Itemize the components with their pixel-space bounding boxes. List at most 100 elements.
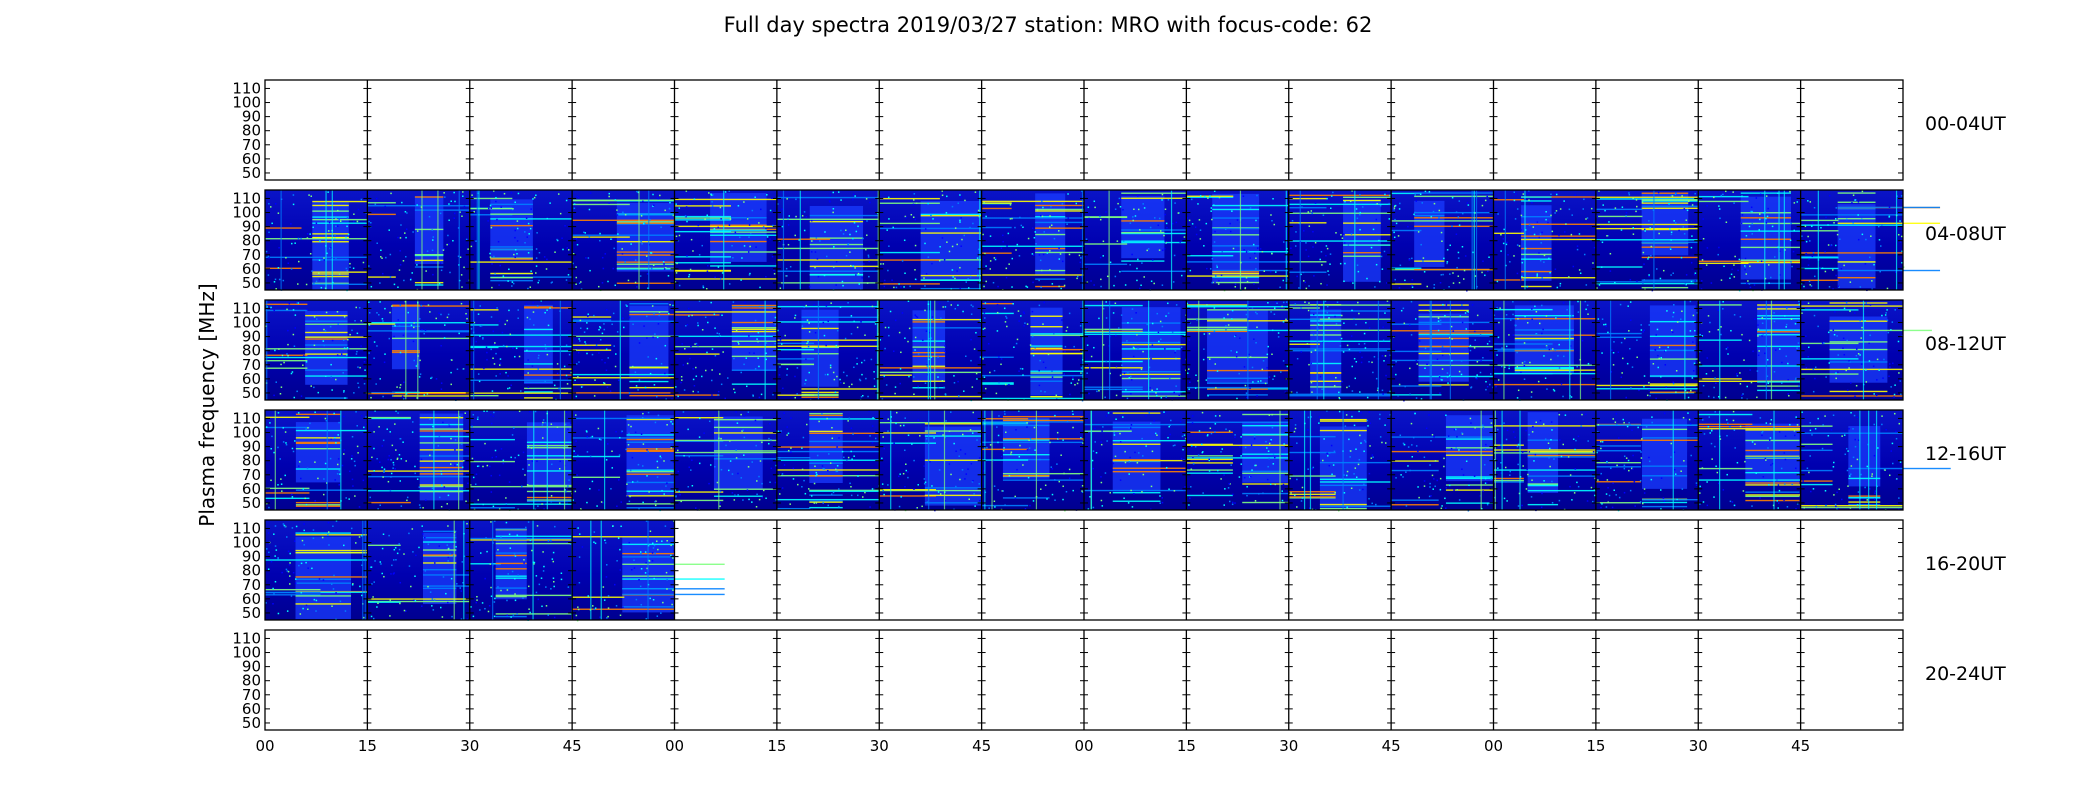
noise-pixel [1127, 372, 1129, 374]
noise-pixel [951, 269, 954, 271]
noise-pixel [1529, 361, 1531, 364]
noise-pixel [787, 224, 790, 226]
noise-pixel [1325, 245, 1328, 247]
noise-pixel [1835, 372, 1837, 375]
noise-pixel [632, 365, 634, 368]
noise-pixel [1305, 242, 1307, 244]
noise-pixel [578, 338, 580, 340]
noise-pixel [678, 284, 681, 287]
noise-pixel [1461, 212, 1464, 215]
frequency-line [920, 213, 1024, 216]
noise-pixel [389, 253, 392, 256]
noise-pixel [471, 425, 473, 428]
noise-pixel [527, 372, 529, 374]
noise-pixel [1082, 442, 1084, 444]
noise-pixel [773, 272, 776, 275]
frequency-line [295, 413, 341, 416]
noise-pixel [1901, 235, 1903, 238]
noise-pixel [925, 273, 928, 275]
noise-pixel [1803, 285, 1805, 288]
noise-pixel [942, 434, 944, 436]
noise-pixel [657, 414, 660, 417]
noise-pixel [726, 377, 729, 379]
noise-pixel [811, 240, 813, 242]
noise-pixel [505, 497, 507, 499]
noise-pixel [416, 230, 419, 232]
noise-pixel [460, 443, 463, 445]
noise-pixel [585, 430, 588, 432]
noise-pixel [751, 501, 753, 503]
noise-pixel [1407, 225, 1409, 228]
noise-pixel [1343, 233, 1345, 236]
noise-pixel [1640, 329, 1643, 331]
noise-pixel [488, 207, 490, 210]
noise-pixel [850, 333, 853, 335]
noise-pixel [640, 240, 642, 243]
frequency-line [809, 214, 913, 217]
noise-pixel [449, 463, 452, 465]
noise-pixel [907, 434, 910, 437]
noise-pixel [1605, 325, 1607, 328]
noise-pixel [1156, 388, 1158, 390]
noise-pixel [545, 347, 547, 350]
noise-pixel [927, 202, 929, 205]
burst-region [801, 309, 839, 387]
noise-pixel [314, 411, 316, 414]
noise-pixel [829, 194, 832, 196]
spectrum-segment [1084, 410, 1216, 511]
frequency-line [981, 245, 1084, 247]
noise-pixel [1513, 255, 1515, 257]
noise-pixel [1403, 322, 1406, 325]
frequency-line [801, 353, 839, 355]
noise-pixel [1755, 197, 1758, 199]
noise-pixel [1543, 355, 1545, 357]
noise-pixel [359, 366, 361, 369]
noise-pixel [1811, 255, 1814, 258]
frequency-line [1084, 367, 1143, 369]
frequency-line [674, 314, 720, 316]
noise-pixel [754, 196, 756, 199]
noise-pixel [1843, 264, 1845, 267]
noise-pixel [1745, 235, 1748, 237]
noise-pixel [620, 431, 623, 434]
noise-pixel [475, 340, 477, 343]
noise-pixel [1610, 371, 1612, 373]
noise-pixel [514, 229, 517, 232]
frequency-line [572, 236, 630, 238]
noise-pixel [505, 502, 508, 505]
noise-pixel [292, 450, 295, 453]
frequency-line [572, 373, 675, 376]
noise-pixel [794, 234, 796, 237]
noise-pixel [566, 383, 569, 385]
noise-pixel [964, 199, 966, 202]
frequency-line [809, 489, 912, 492]
noise-pixel [777, 203, 779, 205]
noise-pixel [1256, 247, 1259, 249]
noise-pixel [808, 331, 811, 333]
noise-pixel [995, 257, 997, 259]
noise-pixel [522, 468, 524, 470]
noise-pixel [300, 237, 302, 240]
frequency-line [801, 393, 839, 396]
noise-pixel [1773, 320, 1776, 323]
frequency-line [1186, 318, 1248, 320]
noise-pixel [1358, 312, 1360, 315]
noise-pixel [694, 507, 697, 509]
noise-pixel [973, 493, 975, 495]
noise-pixel [913, 199, 915, 201]
noise-pixel [1598, 190, 1600, 192]
vertical-streak [979, 190, 981, 290]
noise-pixel [1326, 197, 1328, 200]
noise-pixel [1270, 311, 1272, 313]
noise-pixel [1215, 386, 1217, 389]
noise-pixel [559, 467, 561, 470]
noise-pixel [839, 381, 842, 384]
noise-pixel [1163, 234, 1165, 237]
frequency-line [674, 278, 777, 280]
spectrum-segment [1391, 190, 1517, 292]
noise-pixel [1668, 202, 1670, 205]
noise-pixel [1846, 389, 1849, 392]
noise-pixel [931, 262, 933, 265]
noise-pixel [678, 234, 681, 237]
frequency-line [674, 219, 732, 221]
